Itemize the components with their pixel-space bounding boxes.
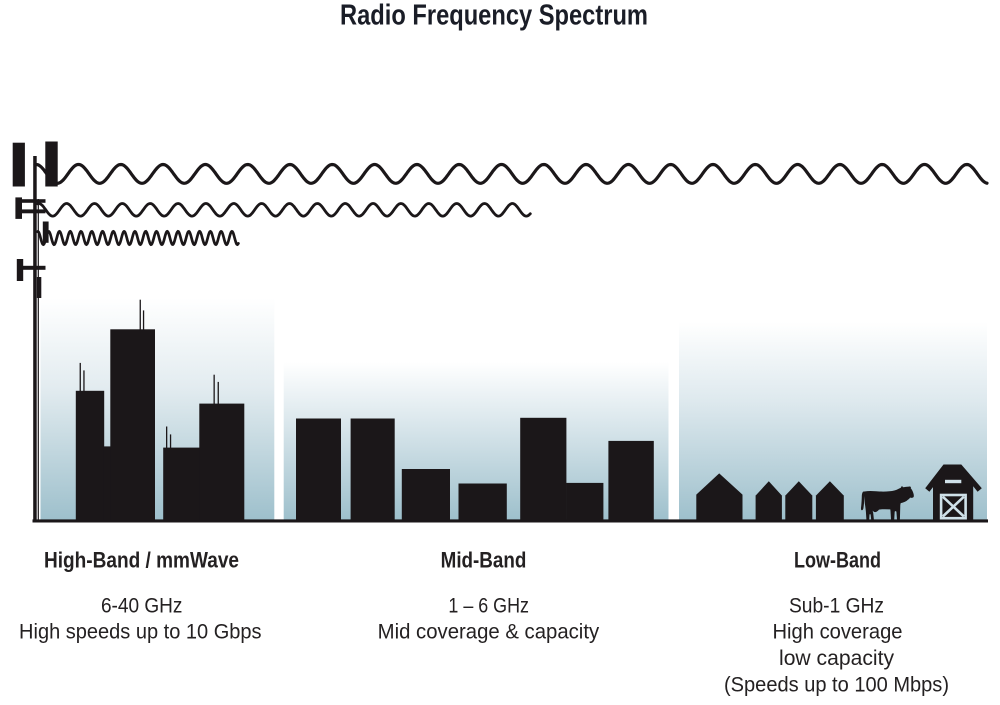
svg-text:1 – 6 GHz: 1 – 6 GHz: [448, 593, 529, 617]
svg-text:Radio Frequency Spectrum: Radio Frequency Spectrum: [340, 0, 648, 32]
svg-text:High coverage: High coverage: [773, 620, 903, 644]
svg-text:Mid coverage & capacity: Mid coverage & capacity: [378, 620, 600, 644]
svg-text:High-Band / mmWave: High-Band / mmWave: [44, 548, 239, 573]
svg-text:High speeds up to 10 Gbps: High speeds up to 10 Gbps: [19, 620, 262, 644]
svg-text:Sub-1 GHz: Sub-1 GHz: [789, 593, 884, 617]
svg-text:Low-Band: Low-Band: [794, 548, 881, 573]
svg-text:(Speeds up to 100 Mbps): (Speeds up to 100 Mbps): [724, 673, 949, 697]
svg-text:6-40 GHz: 6-40 GHz: [101, 593, 183, 617]
svg-text:low capacity: low capacity: [779, 646, 894, 670]
svg-text:Mid-Band: Mid-Band: [441, 547, 527, 572]
